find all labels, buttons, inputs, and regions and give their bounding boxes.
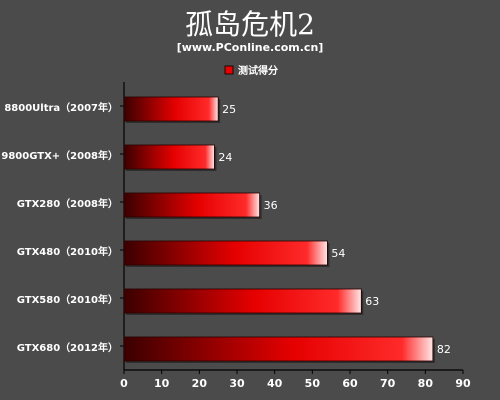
category-label: 9800GTX+（2008年） xyxy=(1,149,118,162)
bar-value-label: 24 xyxy=(218,151,232,164)
x-tick-label: 90 xyxy=(455,377,471,390)
legend-label: 测试得分 xyxy=(238,64,278,77)
chart-title: 孤岛危机2 xyxy=(185,8,315,41)
bar xyxy=(123,192,261,218)
bar xyxy=(123,144,215,170)
bar xyxy=(123,240,328,266)
x-tick-label: 40 xyxy=(267,377,283,390)
category-label: GTX680（2012年） xyxy=(17,341,118,354)
category-label: GTX580（2010年） xyxy=(17,293,118,306)
category-label: GTX280（2008年） xyxy=(17,197,118,210)
bar-value-label: 36 xyxy=(264,199,278,212)
x-tick-label: 10 xyxy=(154,377,170,390)
bar-value-label: 25 xyxy=(222,103,236,116)
bar-value-label: 54 xyxy=(331,247,345,260)
bar xyxy=(123,336,434,362)
chart-subtitle: [www.PConline.com.cn] xyxy=(177,41,324,54)
x-tick-label: 50 xyxy=(305,377,321,390)
x-tick-label: 20 xyxy=(192,377,208,390)
bar-value-label: 82 xyxy=(437,343,451,356)
bar xyxy=(123,96,219,122)
category-label: 8800Ultra（2007年） xyxy=(4,101,118,114)
x-tick-label: 80 xyxy=(418,377,434,390)
x-tick-label: 30 xyxy=(229,377,245,390)
bar xyxy=(123,288,362,314)
x-tick-label: 0 xyxy=(120,377,128,390)
x-tick-label: 70 xyxy=(380,377,396,390)
category-label: GTX480（2010年） xyxy=(17,245,118,258)
plot-area: 0 10 20 30 40 50 60 70 80 90 8800Ultra（2007年） 25 980… xyxy=(1,82,471,390)
x-tick-label: 60 xyxy=(342,377,358,390)
bar-value-label: 63 xyxy=(365,295,379,308)
legend: 测试得分 xyxy=(224,64,278,77)
legend-swatch xyxy=(224,65,234,75)
